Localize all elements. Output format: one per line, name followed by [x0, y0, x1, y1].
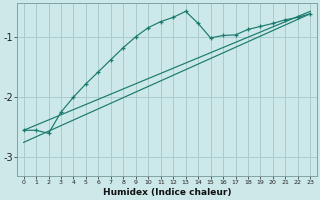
X-axis label: Humidex (Indice chaleur): Humidex (Indice chaleur): [103, 188, 231, 197]
